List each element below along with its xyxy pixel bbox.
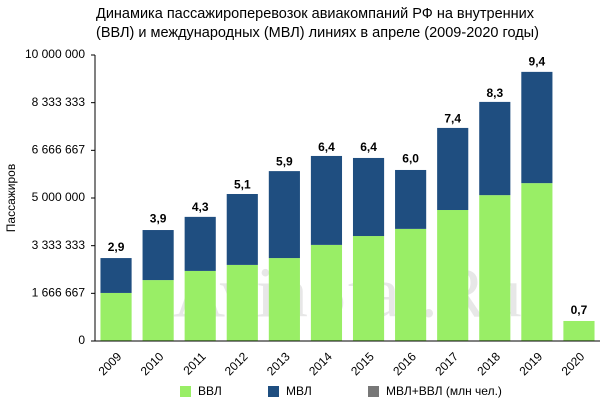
y-tick-label: 8 333 333 bbox=[32, 95, 86, 109]
bar-segment bbox=[100, 292, 132, 341]
bar-segment bbox=[479, 195, 511, 341]
bar-segment bbox=[395, 228, 427, 341]
y-tick-label: 0 bbox=[78, 333, 85, 347]
bar-segment bbox=[100, 258, 132, 293]
y-tick-label: 1 666 667 bbox=[32, 286, 86, 300]
bar-segment bbox=[563, 320, 595, 341]
watermark: AviaStat.Ru bbox=[173, 253, 522, 333]
value-label: 9,4 bbox=[529, 54, 546, 68]
bar-segment bbox=[184, 216, 216, 271]
bar-segment bbox=[268, 258, 300, 341]
value-label: 6,4 bbox=[360, 140, 377, 154]
bar-segment bbox=[352, 236, 385, 341]
x-tick-label: 2013 bbox=[264, 349, 293, 378]
bar-segment bbox=[226, 193, 258, 265]
bar-segment bbox=[437, 127, 469, 211]
x-tick-label: 2014 bbox=[306, 349, 335, 378]
chart-title: (ВВЛ) и международных (МВЛ) линиях в апр… bbox=[96, 25, 539, 41]
x-tick-label: 2017 bbox=[432, 349, 461, 378]
legend-label: ВВЛ bbox=[198, 384, 222, 398]
bar-segment bbox=[437, 210, 469, 341]
bar-segment bbox=[395, 169, 427, 229]
y-tick-label: 6 666 667 bbox=[32, 143, 86, 157]
legend-label: МВЛ bbox=[286, 384, 312, 398]
chart-title: Динамика пассажироперевозок авиакомпаний… bbox=[96, 6, 535, 22]
bar-segment bbox=[184, 270, 216, 341]
value-label: 6,4 bbox=[318, 140, 335, 154]
value-label: 5,9 bbox=[276, 154, 293, 168]
y-tick-label: 3 333 333 bbox=[32, 238, 86, 252]
x-tick-label: 2010 bbox=[138, 349, 167, 378]
legend-swatch bbox=[368, 386, 379, 397]
value-label: 5,1 bbox=[234, 177, 251, 191]
value-label: 3,9 bbox=[150, 212, 167, 226]
bar-segment bbox=[226, 264, 258, 341]
value-label: 0,7 bbox=[571, 303, 588, 317]
x-tick-label: 2011 bbox=[180, 349, 208, 377]
x-tick-label: 2012 bbox=[222, 349, 251, 378]
x-tick-label: 2016 bbox=[390, 349, 419, 378]
legend-label: МВЛ+ВВЛ (млн чел.) bbox=[386, 384, 502, 398]
value-label: 7,4 bbox=[444, 112, 461, 126]
value-label: 8,3 bbox=[486, 86, 503, 100]
y-tick-label: 10 000 000 bbox=[25, 47, 85, 61]
bar-segment bbox=[310, 244, 343, 341]
x-tick-label: 2018 bbox=[474, 349, 503, 378]
x-tick-label: 2015 bbox=[348, 349, 377, 378]
bar-segment bbox=[142, 230, 174, 281]
bar-segment bbox=[352, 157, 385, 237]
bar-segment bbox=[521, 183, 553, 341]
bar-segment bbox=[142, 280, 174, 341]
x-tick-label: 2019 bbox=[516, 349, 545, 378]
x-tick-label: 2020 bbox=[559, 349, 588, 378]
y-axis-label: Пассажиров bbox=[4, 164, 18, 232]
bar-segment bbox=[310, 155, 343, 245]
legend-swatch bbox=[268, 386, 279, 397]
value-label: 6,0 bbox=[402, 152, 419, 166]
x-tick-label: 2009 bbox=[96, 349, 125, 378]
y-tick-label: 5 000 000 bbox=[32, 190, 86, 204]
legend-swatch bbox=[180, 386, 191, 397]
value-label: 4,3 bbox=[192, 200, 209, 214]
bar-segment bbox=[268, 171, 300, 259]
bar-segment bbox=[479, 101, 511, 196]
bar-segment bbox=[521, 71, 553, 184]
value-label: 2,9 bbox=[108, 240, 125, 254]
